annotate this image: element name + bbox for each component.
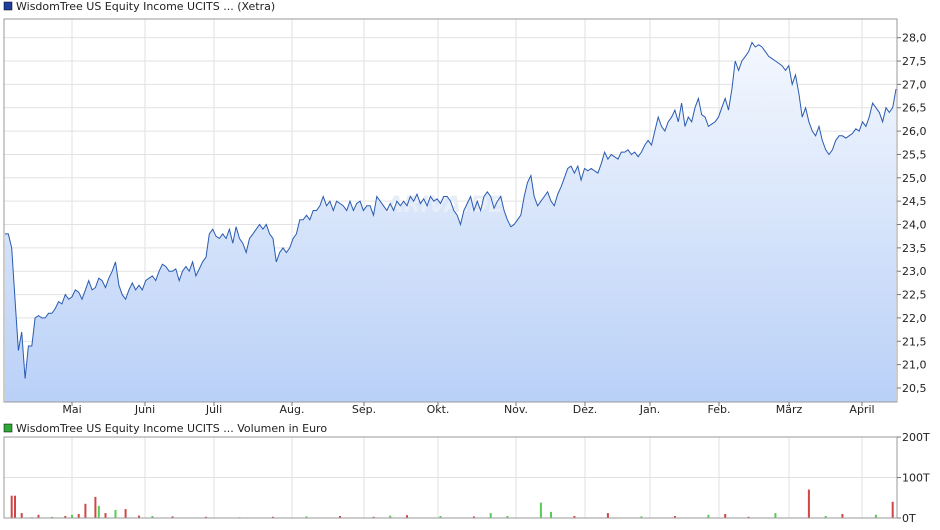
- price-x-tick-label: Okt.: [427, 403, 450, 416]
- price-y-tick-label: 24,0: [902, 219, 927, 232]
- volume-bar: [14, 495, 16, 518]
- price-y-axis: 20,5 21,0 21,5 22,0 22,5 23,0 23,5 24,0 24,5 25,0…: [897, 32, 927, 395]
- volume-bar: [104, 513, 107, 518]
- volume-y-tick-label: 0T: [902, 512, 916, 525]
- volume-bar: [64, 516, 67, 518]
- volume-bar: [606, 513, 609, 518]
- price-x-tick-label: Feb.: [708, 403, 731, 416]
- price-y-tick-label: 23,0: [902, 265, 927, 278]
- volume-bar: [305, 516, 308, 518]
- volume-bar: [573, 516, 576, 518]
- volume-bar: [339, 516, 341, 518]
- price-line: [5, 41, 897, 379]
- volume-bar: [77, 514, 80, 518]
- volume-bar: [807, 489, 810, 518]
- volume-chart-title: WisdomTree US Equity Income UCITS ... Vo…: [16, 422, 327, 435]
- volume-bar: [439, 516, 442, 518]
- price-y-tick-label: 25,0: [902, 172, 927, 185]
- volume-y-tick-label: 100T: [902, 472, 930, 485]
- price-y-tick-label: 21,5: [902, 335, 927, 348]
- volume-bar: [506, 516, 509, 518]
- volume-bar: [707, 514, 710, 518]
- price-y-tick-label: 28,0: [902, 32, 927, 45]
- volume-bar: [539, 502, 542, 518]
- price-area: [5, 42, 896, 402]
- price-y-tick-label: 27,5: [902, 55, 927, 68]
- volume-bar: [151, 516, 154, 518]
- price-x-tick-label: Juli: [205, 403, 222, 416]
- volume-grid: [4, 436, 897, 519]
- volume-bar: [114, 509, 117, 518]
- price-x-tick-label: Jan.: [639, 403, 660, 416]
- volume-bar: [171, 516, 174, 518]
- volume-bar: [272, 516, 274, 518]
- volume-bar: [550, 511, 552, 518]
- price-y-tick-label: 25,5: [902, 148, 927, 161]
- volume-bar: [747, 516, 750, 518]
- price-x-tick-label: Juni: [134, 403, 155, 416]
- volume-bars: [10, 489, 894, 518]
- volume-legend-swatch: [3, 423, 13, 433]
- volume-bar: [824, 516, 827, 518]
- volume-bar: [94, 496, 97, 518]
- volume-bar: [389, 515, 392, 518]
- volume-bar: [841, 514, 844, 518]
- price-y-tick-label: 23,5: [902, 242, 927, 255]
- volume-bar: [71, 514, 73, 518]
- volume-bar: [891, 501, 894, 518]
- price-y-tick-label: 26,0: [902, 125, 927, 138]
- price-x-tick-label: Sep.: [352, 403, 376, 416]
- price-y-tick-label: 22,5: [902, 289, 927, 302]
- volume-bar: [84, 503, 87, 518]
- volume-bar: [138, 515, 140, 518]
- volume-bar: [124, 509, 127, 518]
- volume-bar: [489, 513, 492, 518]
- price-y-tick-label: 22,0: [902, 312, 927, 325]
- volume-bar: [50, 516, 53, 518]
- price-x-tick-label: Nov.: [504, 403, 528, 416]
- volume-bar: [20, 513, 23, 518]
- price-legend-swatch: [3, 1, 13, 11]
- price-frame: [3, 18, 898, 403]
- volume-bar: [472, 516, 475, 518]
- price-y-tick-label: 27,0: [902, 78, 927, 91]
- volume-bar: [406, 515, 408, 518]
- volume-bar: [774, 513, 777, 518]
- price-y-tick-label: 26,5: [902, 102, 927, 115]
- volume-bar: [724, 514, 727, 518]
- price-x-tick-label: Dez.: [573, 403, 598, 416]
- volume-y-tick-label: 200T: [902, 431, 930, 444]
- price-y-tick-label: 24,5: [902, 195, 927, 208]
- volume-bar: [640, 516, 643, 518]
- volume-bar: [97, 505, 100, 518]
- volume-bar: [10, 495, 13, 518]
- volume-bar: [874, 514, 877, 518]
- price-x-tick-label: Mai: [62, 403, 81, 416]
- volume-bar: [37, 514, 40, 518]
- volume-bar: [372, 516, 375, 518]
- volume-bar: [205, 516, 207, 518]
- volume-y-axis: 0T 100T 200T: [897, 431, 930, 525]
- price-x-tick-label: Aug.: [280, 403, 305, 416]
- price-x-tick-label: März: [776, 403, 803, 416]
- price-plot: ARIVA.DE: [5, 41, 897, 402]
- price-x-axis: Mai Juni Juli Aug. Sep. Okt. Nov. Dez. Jan. Feb. M…: [62, 402, 875, 416]
- price-y-tick-label: 21,0: [902, 359, 927, 372]
- volume-bar: [673, 516, 676, 518]
- price-y-tick-label: 20,5: [902, 382, 927, 395]
- price-x-tick-label: April: [849, 403, 874, 416]
- price-chart-title: WisdomTree US Equity Income UCITS ... (X…: [16, 0, 275, 13]
